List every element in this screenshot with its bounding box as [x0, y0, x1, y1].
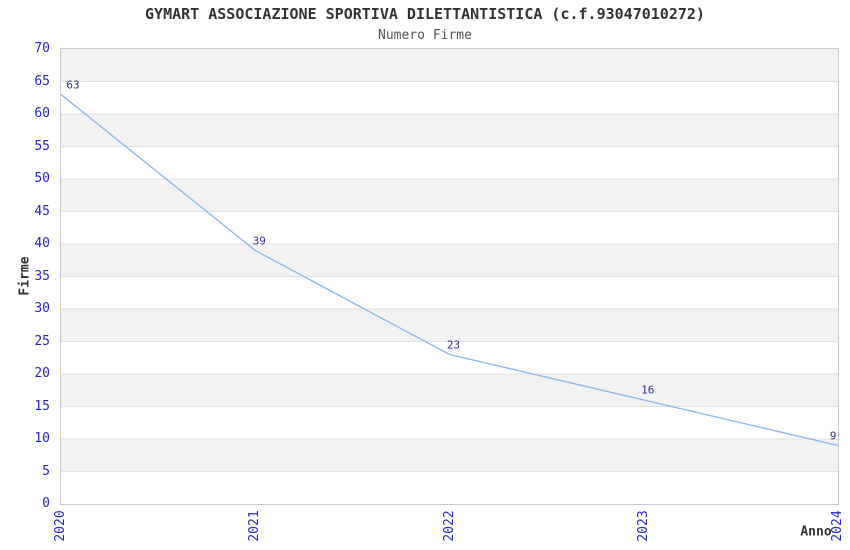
data-point-label: 39	[252, 234, 266, 247]
x-tick-label: 2023	[635, 510, 651, 542]
line-chart-canvas	[61, 81, 838, 472]
data-point-label: 63	[66, 78, 80, 91]
y-tick-label: 15	[34, 398, 50, 414]
y-tick-label: 45	[34, 203, 50, 219]
y-tick-label: 60	[34, 106, 50, 121]
data-line-firme	[61, 93, 838, 447]
data-point-label: 9	[829, 429, 837, 442]
y-tick-label: 50	[34, 171, 50, 186]
y-tick-label: 20	[34, 366, 50, 381]
chart-subtitle: Numero Firme	[378, 28, 472, 43]
data-point-label: 16	[641, 383, 655, 397]
y-tick-label: 40	[34, 236, 50, 251]
x-tick-label: 2021	[247, 510, 263, 542]
y-tick-label: 35	[34, 268, 50, 284]
y-tick-label: 70	[34, 41, 50, 56]
y-tick-label: 30	[34, 301, 50, 316]
y-tick-label: 5	[42, 463, 50, 479]
y-tick-label: 65	[34, 73, 50, 89]
data-point-label: 23	[446, 338, 461, 351]
y-tick-label: 10	[34, 431, 50, 446]
chart-title: GYMART ASSOCIAZIONE SPORTIVA DILETTANTIS…	[145, 5, 705, 23]
y-axis-label: Firme	[17, 256, 33, 296]
x-axis-label: Anno	[800, 524, 832, 540]
y-tick-label: 25	[34, 333, 50, 349]
x-tick-label: 2024	[830, 510, 845, 542]
y-tick-label: 0	[42, 496, 50, 511]
x-tick-label: 2022	[441, 510, 457, 542]
x-tick-label: 2020	[53, 510, 68, 542]
y-tick-label: 55	[34, 138, 50, 154]
plot-area	[60, 48, 839, 505]
